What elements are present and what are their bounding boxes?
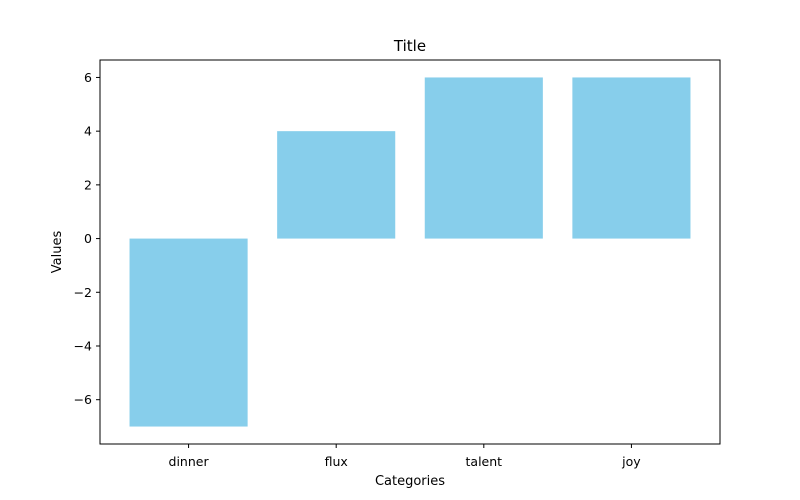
y-tick-label: 6 xyxy=(84,70,92,85)
y-axis-ticks: −6 −4 −2 0 2 4 6 xyxy=(74,70,100,407)
x-tick-label: talent xyxy=(466,454,503,469)
bar-flux xyxy=(277,131,396,239)
plot-frame xyxy=(99,59,721,445)
x-tick-label: flux xyxy=(325,454,348,469)
y-tick-label: 2 xyxy=(84,177,92,192)
bars-group xyxy=(129,77,691,427)
y-tick-label: −6 xyxy=(74,392,92,407)
bar-joy xyxy=(572,77,691,239)
chart-title: Title xyxy=(393,37,426,55)
y-tick-label: 4 xyxy=(84,124,92,139)
x-tick-label: dinner xyxy=(169,454,210,469)
y-tick-label: −4 xyxy=(74,338,92,353)
x-axis-ticks: dinner flux talent joy xyxy=(169,444,641,469)
y-axis-label: Values xyxy=(50,231,65,274)
y-tick-label: 0 xyxy=(84,231,92,246)
bar-dinner xyxy=(129,238,248,427)
x-axis-label: Categories xyxy=(375,474,445,489)
x-tick-label: joy xyxy=(621,454,641,469)
bar-talent xyxy=(424,77,543,239)
y-tick-label: −2 xyxy=(74,285,92,300)
